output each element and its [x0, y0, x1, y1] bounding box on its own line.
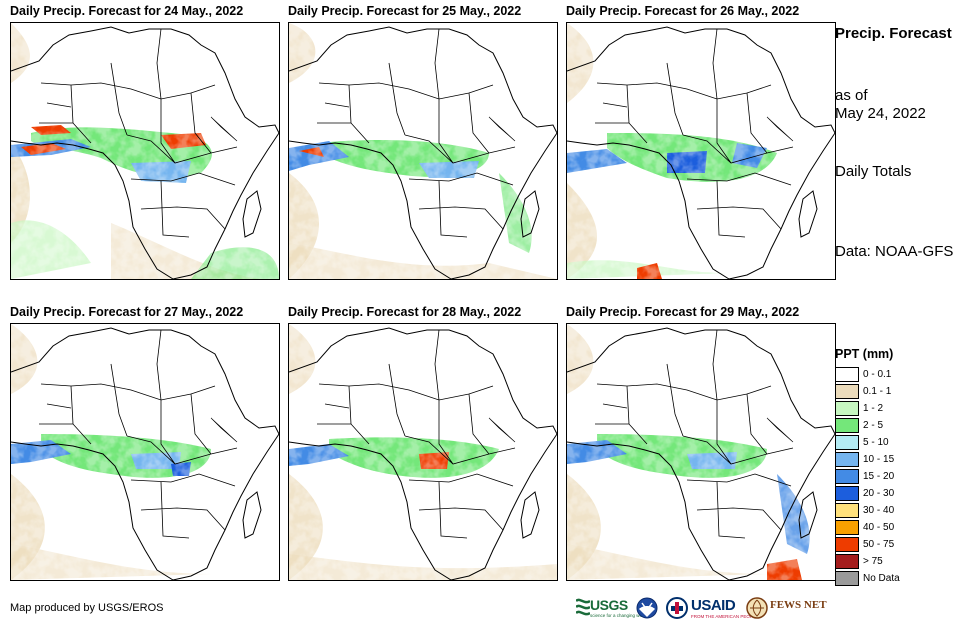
legend-title: PPT (mm): [835, 347, 894, 361]
legend-item: 40 - 50: [835, 519, 960, 536]
logo-strip: USGS science for a changing world USAID …: [576, 595, 827, 621]
legend-item: 30 - 40: [835, 502, 960, 519]
africa-precip-map: [567, 23, 835, 279]
legend-label: 2 - 5: [863, 420, 884, 431]
africa-precip-map: [289, 324, 557, 580]
forecast-map[interactable]: [10, 22, 280, 280]
legend-item: > 75: [835, 553, 960, 570]
legend-label: 15 - 20: [863, 471, 895, 482]
legend: 0 - 0.1 0.1 - 1 1 - 2 2 - 5 5 - 10 10 - 15 15 …: [835, 366, 960, 587]
legend-swatch: [835, 503, 859, 518]
forecast-map[interactable]: [566, 323, 836, 581]
forecast-panel-27-may: Daily Precip. Forecast for 27 May., 2022: [10, 303, 280, 583]
legend-swatch: [835, 401, 859, 416]
forecast-map[interactable]: [566, 22, 836, 280]
forecast-panel-28-may: Daily Precip. Forecast for 28 May., 2022: [288, 303, 558, 583]
usgs-logo: USGS science for a changing world: [576, 595, 647, 621]
daily-totals-label: Daily Totals: [835, 163, 912, 180]
legend-item: 0 - 0.1: [835, 366, 960, 383]
legend-item: 1 - 2: [835, 400, 960, 417]
legend-label: 30 - 40: [863, 505, 895, 516]
map-credit: Map produced by USGS/EROS: [10, 602, 164, 614]
forecast-panel-26-may: Daily Precip. Forecast for 26 May., 2022: [566, 2, 836, 282]
legend-label: 0 - 0.1: [863, 369, 892, 380]
legend-label: 1 - 2: [863, 403, 884, 414]
legend-label: > 75: [863, 556, 883, 567]
usaid-wordmark: USAID: [691, 597, 736, 614]
legend-swatch: [835, 367, 859, 382]
legend-item: 20 - 30: [835, 485, 960, 502]
panel-title: Daily Precip. Forecast for 27 May., 2022: [10, 305, 244, 319]
panel-title: Daily Precip. Forecast for 28 May., 2022: [288, 305, 522, 319]
legend-swatch: [835, 571, 859, 586]
data-source-label: Data: NOAA-GFS: [835, 243, 954, 260]
legend-swatch: [835, 486, 859, 501]
usaid-logo: USAID FROM THE AMERICAN PEOPLE: [666, 595, 758, 621]
africa-precip-map: [289, 23, 557, 279]
legend-swatch: [835, 554, 859, 569]
panel-title: Daily Precip. Forecast for 26 May., 2022: [566, 4, 800, 18]
legend-swatch: [835, 435, 859, 450]
legend-swatch: [835, 469, 859, 484]
sidebar-title: Precip. Forecast: [835, 25, 952, 42]
forecast-panel-24-may: Daily Precip. Forecast for 24 May., 2022: [10, 2, 280, 282]
usgs-wordmark: USGS: [590, 597, 628, 613]
noaa-seal-icon: [636, 597, 658, 619]
legend-label: No Data: [863, 573, 900, 584]
legend-item: 10 - 15: [835, 451, 960, 468]
legend-swatch: [835, 452, 859, 467]
legend-item: No Data: [835, 570, 960, 587]
legend-label: 20 - 30: [863, 488, 895, 499]
legend-swatch: [835, 384, 859, 399]
as-of-label: as of: [835, 87, 868, 104]
forecast-map[interactable]: [288, 323, 558, 581]
africa-precip-map: [567, 324, 835, 580]
legend-swatch: [835, 418, 859, 433]
legend-label: 50 - 75: [863, 539, 895, 550]
usaid-seal-icon: [666, 597, 688, 619]
usgs-wave-icon: [576, 598, 590, 616]
legend-label: 5 - 10: [863, 437, 889, 448]
panel-title: Daily Precip. Forecast for 24 May., 2022: [10, 4, 244, 18]
legend-item: 50 - 75: [835, 536, 960, 553]
legend-label: 40 - 50: [863, 522, 895, 533]
forecast-panel-25-may: Daily Precip. Forecast for 25 May., 2022: [288, 2, 558, 282]
legend-swatch: [835, 537, 859, 552]
forecast-panel-29-may: Daily Precip. Forecast for 29 May., 2022: [566, 303, 836, 583]
legend-item: 5 - 10: [835, 434, 960, 451]
africa-precip-map: [11, 324, 279, 580]
usgs-tagline: science for a changing world: [590, 613, 648, 618]
forecast-map[interactable]: [288, 22, 558, 280]
usaid-tagline: FROM THE AMERICAN PEOPLE: [691, 614, 759, 619]
legend-label: 10 - 15: [863, 454, 895, 465]
legend-item: 0.1 - 1: [835, 383, 960, 400]
forecast-map[interactable]: [10, 323, 280, 581]
as-of-date: May 24, 2022: [835, 105, 926, 122]
fews-globe-icon: [746, 597, 768, 619]
panel-title: Daily Precip. Forecast for 29 May., 2022: [566, 305, 800, 319]
noaa-logo: [636, 595, 658, 621]
legend-item: 15 - 20: [835, 468, 960, 485]
legend-swatch: [835, 520, 859, 535]
panel-title: Daily Precip. Forecast for 25 May., 2022: [288, 4, 522, 18]
legend-label: 0.1 - 1: [863, 386, 892, 397]
africa-precip-map: [11, 23, 279, 279]
fews-net-logo: FEWS NET: [746, 595, 827, 621]
fews-net-wordmark: FEWS NET: [770, 599, 827, 611]
legend-item: 2 - 5: [835, 417, 960, 434]
